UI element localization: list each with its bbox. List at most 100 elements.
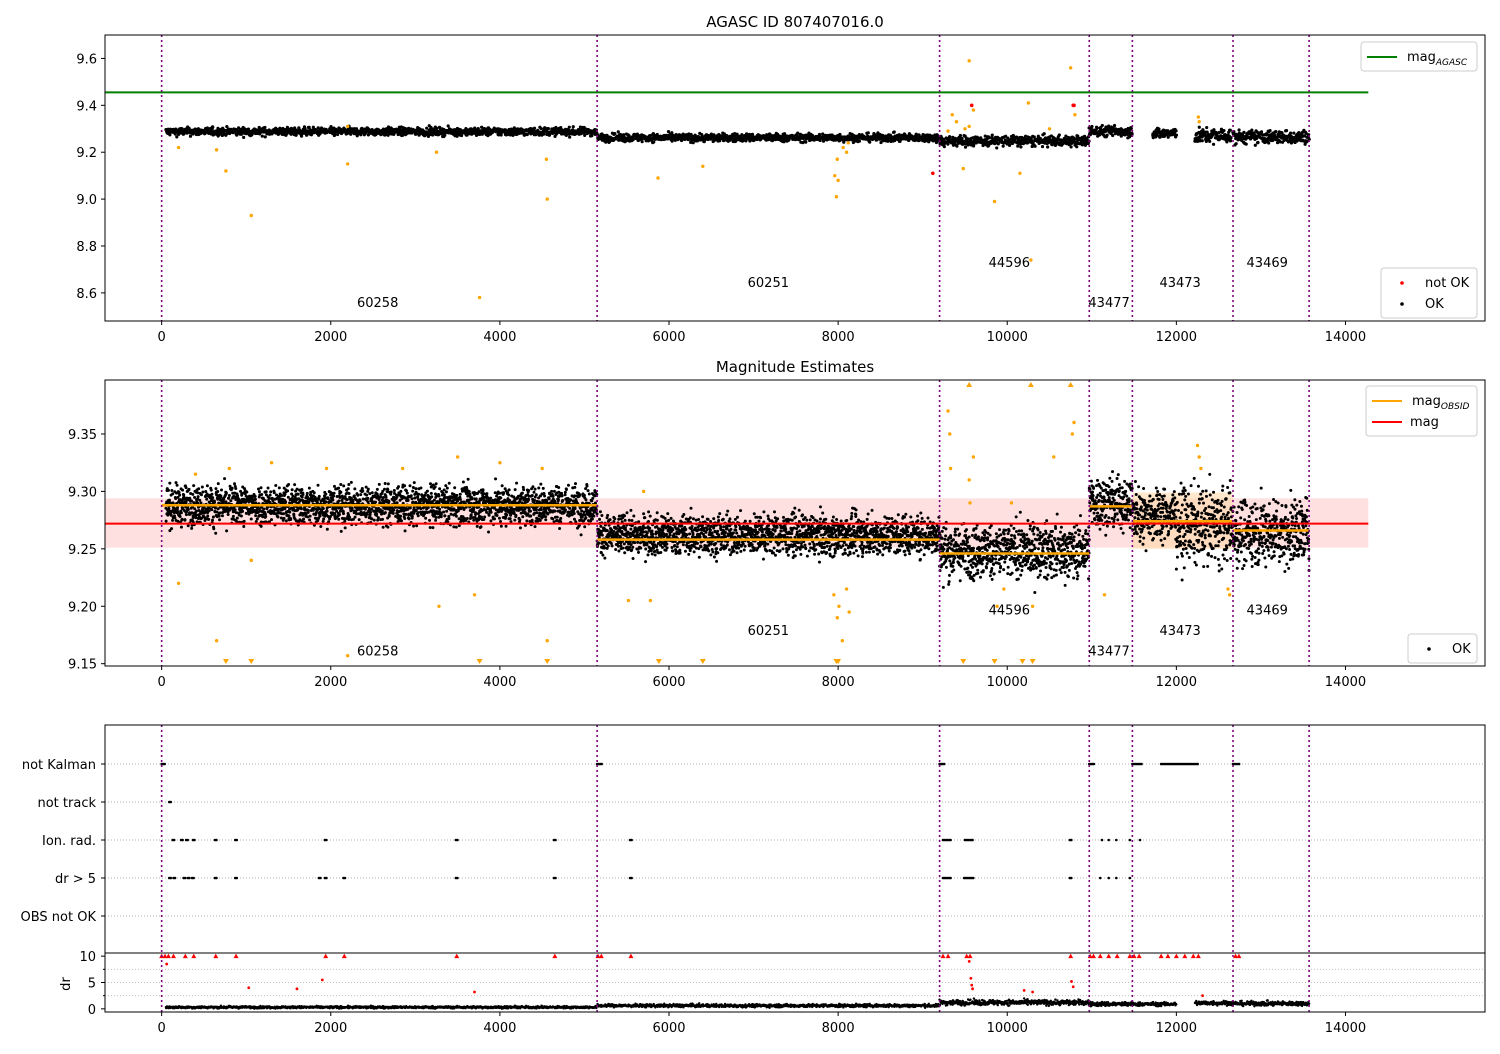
ok-point xyxy=(459,493,462,496)
y-tick-label: 9.2 xyxy=(76,146,97,161)
orange-point xyxy=(1048,127,1051,130)
ok-point xyxy=(1041,145,1044,148)
ok-point xyxy=(1175,134,1178,137)
ok-point xyxy=(407,499,410,502)
ok-point xyxy=(250,518,253,521)
ok-point xyxy=(1254,144,1257,147)
ok-point xyxy=(387,482,390,485)
ok-point xyxy=(399,490,402,493)
orange-point xyxy=(478,296,481,299)
ok-point xyxy=(751,133,754,136)
ok-point xyxy=(1229,136,1232,139)
ok-point xyxy=(1241,134,1244,137)
ok-point xyxy=(223,477,226,480)
ok-point xyxy=(1019,145,1022,148)
ok-point xyxy=(1046,145,1049,148)
legend-marker xyxy=(1400,281,1404,285)
ok-point xyxy=(440,513,443,516)
ok-point xyxy=(351,507,354,510)
legend-marker xyxy=(1400,302,1404,306)
ok-point xyxy=(1174,129,1177,132)
ok-point xyxy=(377,516,380,519)
ok-point xyxy=(337,500,340,503)
ok-point xyxy=(241,510,244,513)
ok-point xyxy=(265,490,268,493)
ok-point xyxy=(317,484,320,487)
ok-point xyxy=(175,481,178,484)
ok-point xyxy=(168,482,171,485)
ok-point xyxy=(188,497,191,500)
ok-point xyxy=(427,506,430,509)
ok-point xyxy=(188,488,191,491)
ok-point xyxy=(364,515,367,518)
ok-point xyxy=(197,487,200,490)
ok-point xyxy=(339,510,342,513)
ok-point xyxy=(447,517,450,520)
ok-point xyxy=(1256,141,1259,144)
ok-point xyxy=(1260,130,1263,133)
ok-point xyxy=(214,532,217,535)
ok-point xyxy=(386,488,389,491)
ok-point xyxy=(1034,145,1037,148)
ok-point xyxy=(403,484,406,487)
ok-point xyxy=(378,483,381,486)
ok-point xyxy=(225,529,228,532)
x-tick-label: 0 xyxy=(158,330,166,345)
ok-point xyxy=(1274,130,1277,133)
orange-point xyxy=(1027,101,1030,104)
ok-point xyxy=(353,494,356,497)
ok-point xyxy=(322,517,325,520)
ok-point xyxy=(342,512,345,515)
ok-point xyxy=(206,514,209,517)
chart-title: AGASC ID 807407016.0 xyxy=(706,13,884,31)
ok-point xyxy=(369,511,372,514)
ok-point xyxy=(207,518,210,521)
ok-point xyxy=(1292,131,1295,134)
ok-point xyxy=(283,517,286,520)
ok-point xyxy=(412,486,415,489)
ok-point xyxy=(442,510,445,513)
ok-point xyxy=(339,491,342,494)
ok-point xyxy=(297,493,300,496)
ok-point xyxy=(233,482,236,485)
ok-point xyxy=(331,499,334,502)
ok-point xyxy=(572,125,575,128)
ok-point xyxy=(375,512,378,515)
ok-point xyxy=(270,518,273,521)
ok-point xyxy=(383,488,386,491)
ok-point xyxy=(385,496,388,499)
ok-point xyxy=(1208,140,1211,143)
ok-point xyxy=(326,528,329,531)
ok-point xyxy=(260,525,263,528)
ok-point xyxy=(212,527,215,530)
ok-point xyxy=(242,525,245,528)
ok-point xyxy=(260,493,263,496)
ok-point xyxy=(435,127,438,130)
ok-point xyxy=(189,135,192,138)
ok-point xyxy=(406,492,409,495)
obsid-label: 60251 xyxy=(748,276,789,291)
ok-point xyxy=(438,508,441,511)
ok-point xyxy=(419,487,422,490)
ok-point xyxy=(397,485,400,488)
orange-point xyxy=(962,167,965,170)
ok-point xyxy=(273,491,276,494)
ok-point xyxy=(178,494,181,497)
orange-point xyxy=(1197,120,1200,123)
ok-point xyxy=(254,498,257,501)
ok-point xyxy=(358,518,361,521)
ok-point xyxy=(218,518,221,521)
ok-point xyxy=(1106,134,1109,137)
ok-point xyxy=(286,489,289,492)
ok-point xyxy=(463,508,466,511)
ok-point xyxy=(325,500,328,503)
ok-point xyxy=(198,499,201,502)
ok-point xyxy=(1070,145,1073,148)
ok-point xyxy=(1043,132,1046,135)
ok-point xyxy=(1002,145,1005,148)
ok-point xyxy=(374,501,377,504)
not-ok-point xyxy=(970,104,974,108)
ok-point xyxy=(288,511,291,514)
orange-point xyxy=(836,179,839,182)
ok-point xyxy=(199,501,202,504)
